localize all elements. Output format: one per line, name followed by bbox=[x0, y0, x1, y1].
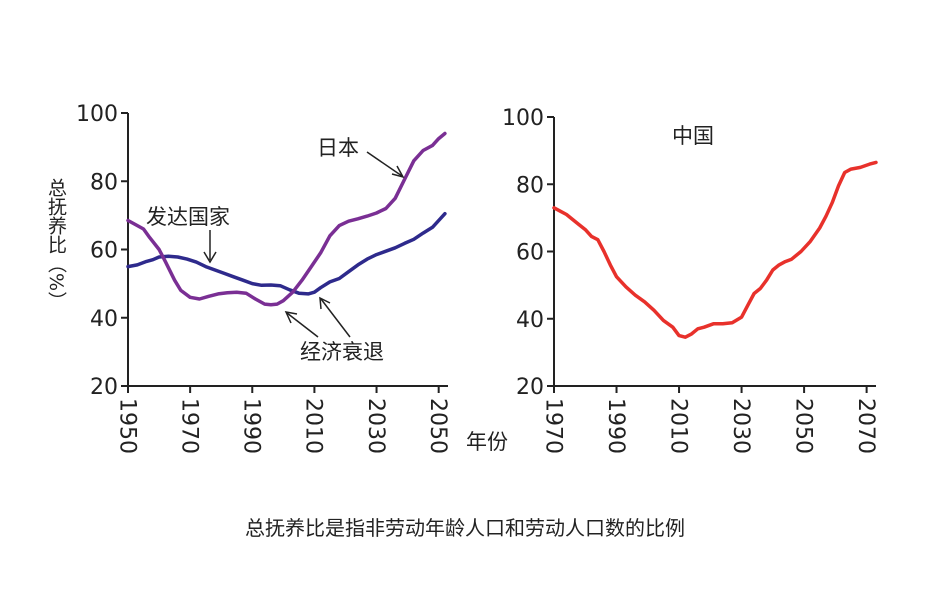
y-tick-label: 80 bbox=[516, 173, 544, 198]
x-axis-label: 年份 bbox=[466, 430, 508, 454]
y-tick-label: 20 bbox=[90, 375, 118, 400]
x-tick-label: 2010 bbox=[301, 398, 326, 454]
y-tick-label: 60 bbox=[90, 239, 118, 264]
arrow-japan bbox=[366, 151, 403, 177]
caption: 总抚养比是指非劳动年龄人口和劳动人口数的比例 bbox=[245, 516, 685, 540]
x-tick-label: 1990 bbox=[239, 398, 264, 454]
arrowhead-japan-icon bbox=[391, 165, 405, 179]
y-tick-label: 100 bbox=[76, 102, 118, 127]
x-tick-label: 1990 bbox=[603, 398, 628, 454]
x-tick-label: 1950 bbox=[114, 398, 139, 454]
x-tick-label: 2050 bbox=[790, 398, 815, 454]
x-tick-label: 2030 bbox=[363, 398, 388, 454]
arrow-recession-2 bbox=[320, 298, 351, 338]
series-line-series-0 bbox=[552, 160, 878, 339]
x-tick-label: 2050 bbox=[425, 398, 450, 454]
arrowhead-recession-2-icon bbox=[319, 296, 331, 310]
series-line-发达国家 bbox=[126, 211, 447, 296]
chart-title: 中国 bbox=[672, 124, 714, 148]
chart-china: 20 40 60 80 100 1970 1990 2010 2030 2050 2070 中国 bbox=[502, 106, 878, 454]
x-tick-label: 2010 bbox=[665, 398, 690, 454]
y-tick-label: 80 bbox=[90, 170, 118, 195]
x-tick-label: 1970 bbox=[540, 398, 565, 454]
y-tick-label: 100 bbox=[502, 106, 544, 131]
arrowhead-developed-icon bbox=[203, 251, 217, 264]
annotation-recession: 经济衰退 bbox=[300, 340, 384, 364]
x-tick-label: 1970 bbox=[176, 398, 201, 454]
y-tick-label: 40 bbox=[90, 307, 118, 332]
y-tick-label: 40 bbox=[516, 308, 544, 333]
arrow-recession-1 bbox=[286, 312, 319, 338]
arrowhead-recession-1-icon bbox=[284, 311, 298, 324]
x-tick-label: 2030 bbox=[728, 398, 753, 454]
annotation-japan: 日本 bbox=[317, 136, 359, 160]
y-axis-label: 总抚养比（%） bbox=[45, 178, 67, 310]
y-tick-label: 20 bbox=[516, 375, 544, 400]
x-tick-label: 2070 bbox=[853, 398, 878, 454]
annotation-developed: 发达国家 bbox=[146, 205, 230, 229]
series-line-日本 bbox=[126, 131, 447, 307]
chart-developed-japan: 20 40 60 80 100 1950 1970 1990 2010 2030 2050 总抚养… bbox=[45, 102, 450, 454]
y-tick-label: 60 bbox=[516, 241, 544, 266]
